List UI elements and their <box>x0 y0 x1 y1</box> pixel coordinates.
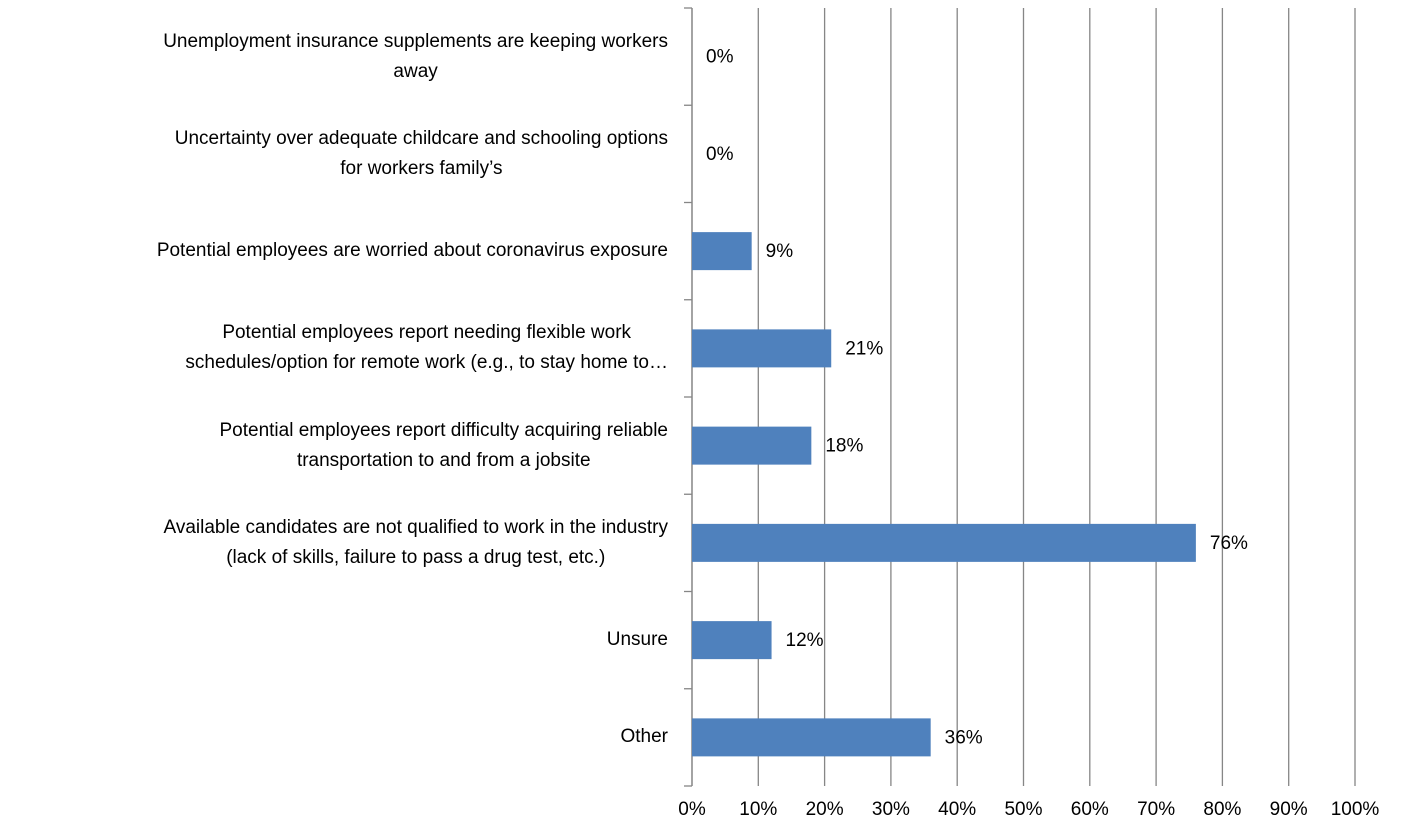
x-tick-label: 30% <box>872 799 910 820</box>
y-tick-label: Potential employees report difficulty ac… <box>219 419 668 471</box>
data-label: 36% <box>945 727 983 748</box>
category-label-box: Other <box>620 722 668 752</box>
y-tick-label: Unsure <box>606 629 668 651</box>
category-label-box: Available candidates are not qualified t… <box>163 513 668 573</box>
bar <box>692 621 772 660</box>
y-tick-label: Potential employees are worried about co… <box>156 240 668 262</box>
data-label: 0% <box>706 144 734 165</box>
category-label-box: Uncertainty over adequate childcare and … <box>175 124 668 184</box>
bar <box>692 232 752 271</box>
x-tick-label: 70% <box>1137 799 1175 820</box>
bar <box>692 426 812 465</box>
category-label-box: Unemployment insurance supplements are k… <box>163 27 668 87</box>
category-label-box: Potential employees are worried about co… <box>157 236 668 266</box>
x-tick-label: 40% <box>938 799 976 820</box>
bar <box>692 523 1196 562</box>
x-tick-label: 90% <box>1270 799 1308 820</box>
y-tick-label: Potential employees report needing flexi… <box>185 322 668 374</box>
y-tick-label: Other <box>620 726 668 748</box>
category-label-box: Potential employees report needing flexi… <box>185 318 668 378</box>
bar <box>692 718 931 757</box>
y-tick-label: Unemployment insurance supplements are k… <box>163 30 668 82</box>
data-label: 0% <box>706 47 734 68</box>
x-tick-label: 80% <box>1203 799 1241 820</box>
category-label-box: Unsure <box>607 625 668 655</box>
y-tick-label: Uncertainty over adequate childcare and … <box>174 127 668 179</box>
x-tick-label: 20% <box>806 799 844 820</box>
x-tick-label: 100% <box>1331 799 1380 820</box>
bar <box>692 329 832 368</box>
data-label: 76% <box>1210 533 1248 554</box>
x-tick-label: 50% <box>1004 799 1042 820</box>
y-tick-label: Available candidates are not qualified t… <box>163 516 668 568</box>
data-label: 21% <box>845 338 883 359</box>
x-tick-label: 0% <box>678 799 706 820</box>
data-label: 9% <box>766 241 794 262</box>
data-label: 18% <box>825 436 863 457</box>
x-tick-label: 10% <box>739 799 777 820</box>
data-label: 12% <box>786 630 824 651</box>
x-tick-label: 60% <box>1071 799 1109 820</box>
category-label-box: Potential employees report difficulty ac… <box>219 416 668 476</box>
